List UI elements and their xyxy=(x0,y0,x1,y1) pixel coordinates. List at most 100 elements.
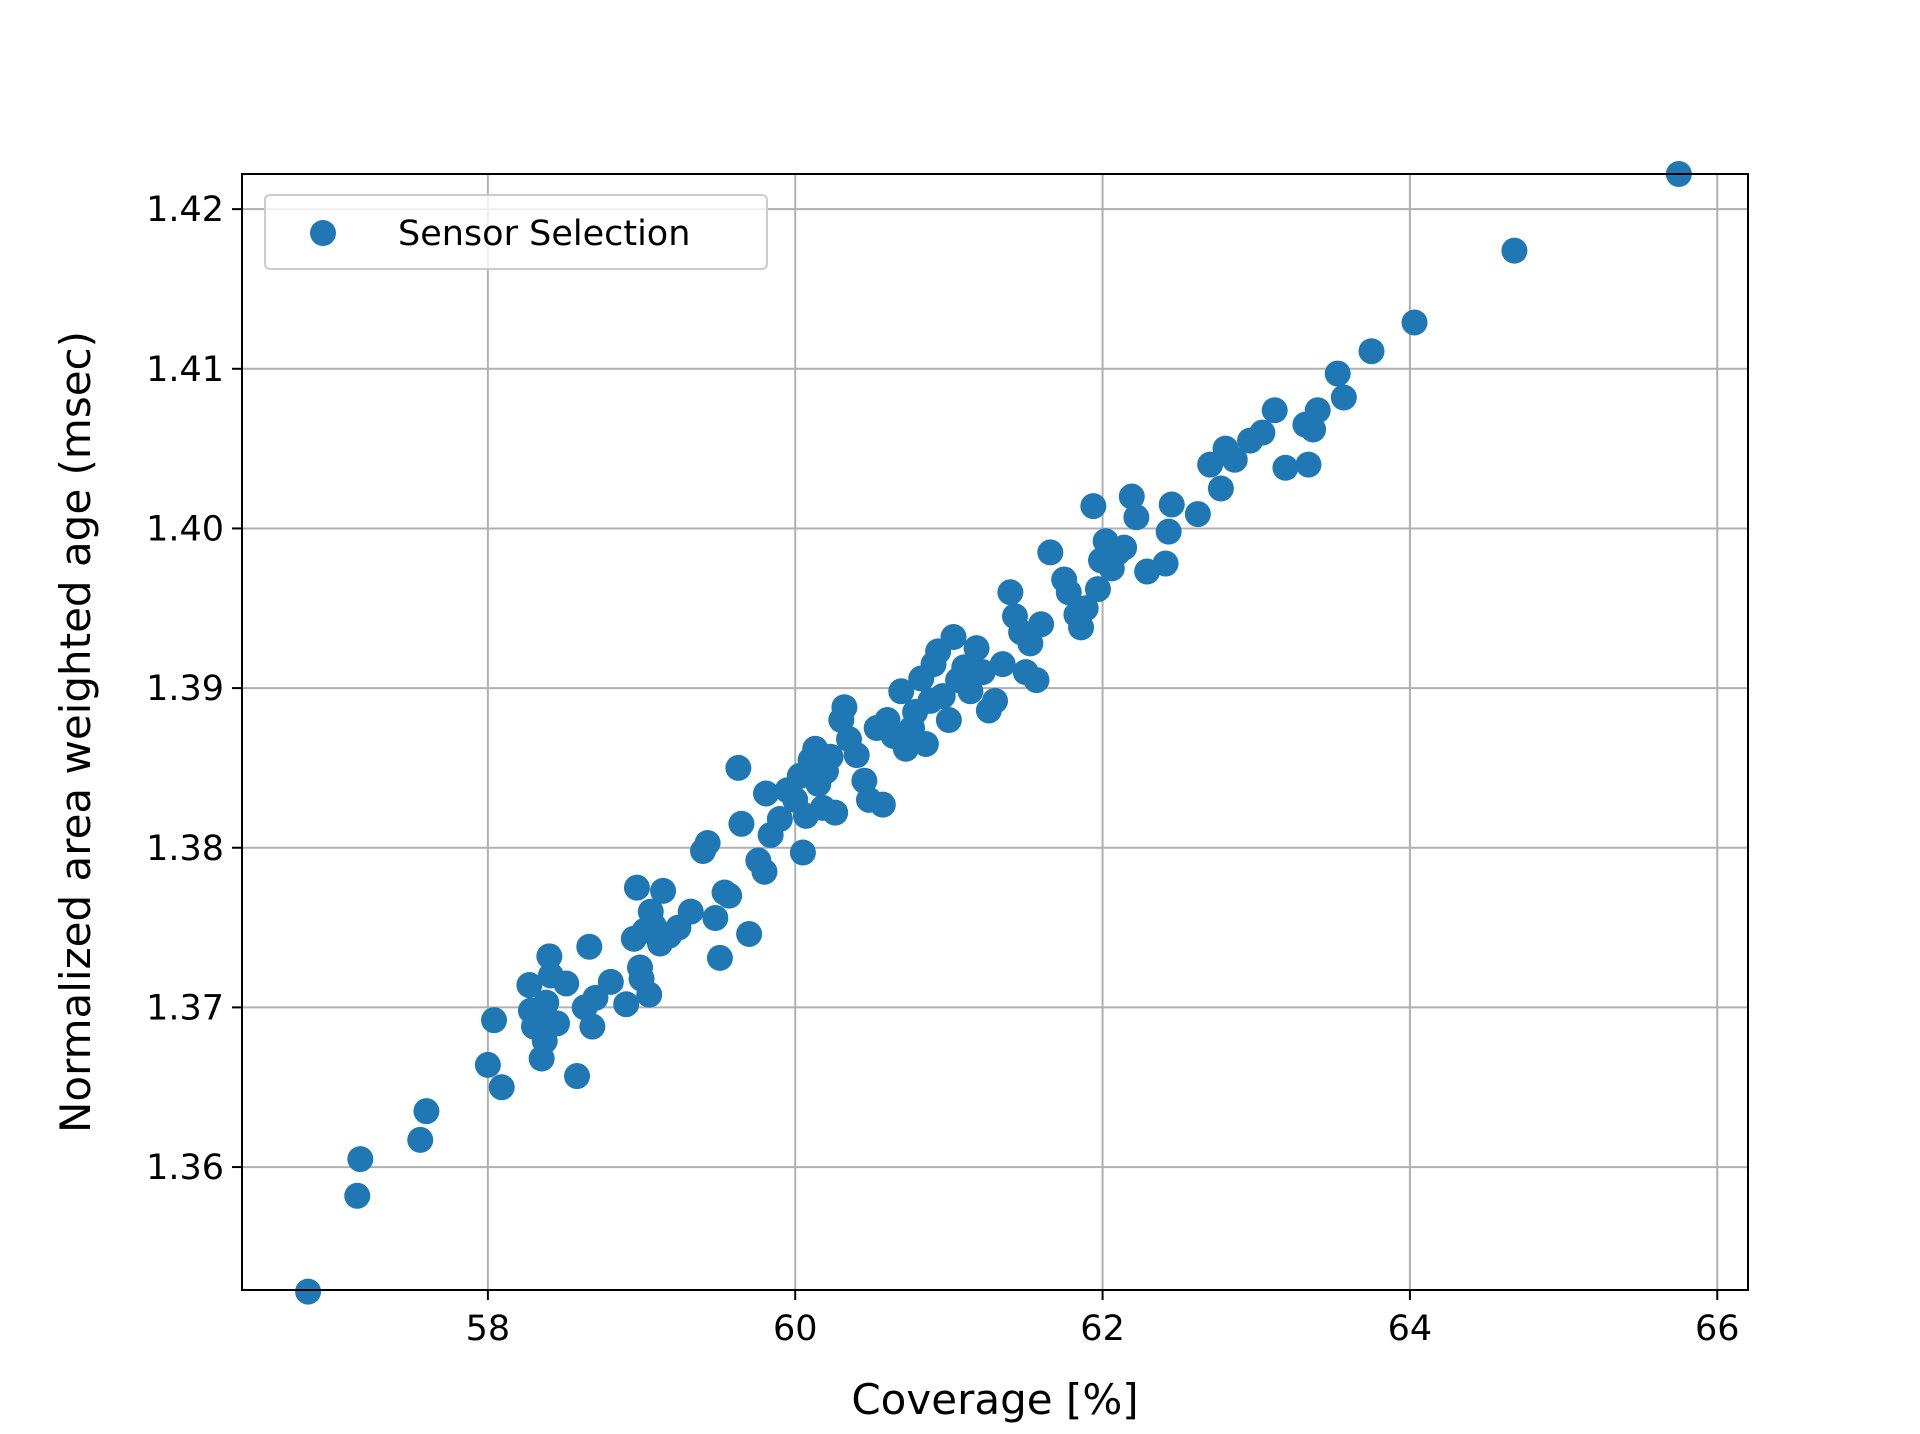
y-tick-label: 1.39 xyxy=(146,669,224,709)
data-point xyxy=(869,791,896,818)
data-points xyxy=(295,161,1692,1305)
data-point xyxy=(1401,309,1428,336)
data-point xyxy=(725,754,752,781)
x-tick-label: 64 xyxy=(1388,1309,1433,1349)
data-point xyxy=(407,1126,434,1153)
legend-marker xyxy=(310,220,336,246)
data-point xyxy=(613,991,640,1018)
data-point xyxy=(1111,534,1138,561)
data-point xyxy=(1184,501,1211,528)
data-point xyxy=(892,735,919,762)
x-tick-label: 62 xyxy=(1080,1309,1125,1349)
data-point xyxy=(751,858,778,885)
y-tick-label: 1.40 xyxy=(146,509,224,549)
data-point xyxy=(474,1051,501,1078)
data-point xyxy=(295,1278,322,1305)
data-point xyxy=(822,799,849,826)
data-point xyxy=(789,839,816,866)
data-point xyxy=(1221,446,1248,473)
data-point xyxy=(1501,237,1528,264)
data-point xyxy=(533,989,560,1016)
tick-labels: 58 60 62 64 66 1.36 1.37 1.38 1.39 1.40 1.41 1.42 xyxy=(146,190,1739,1349)
data-point xyxy=(553,970,580,997)
data-point xyxy=(753,780,780,807)
data-point xyxy=(997,579,1024,606)
plot-frame xyxy=(241,173,1749,1291)
data-point xyxy=(576,933,603,960)
y-tick-label: 1.36 xyxy=(146,1148,224,1188)
data-point xyxy=(935,707,962,734)
data-point xyxy=(736,920,763,947)
data-point xyxy=(1055,579,1082,606)
data-point xyxy=(716,882,743,909)
data-point xyxy=(1028,611,1055,638)
data-point xyxy=(989,651,1016,678)
data-point xyxy=(843,742,870,769)
axis-ticks xyxy=(232,208,1719,1300)
y-tick-label: 1.37 xyxy=(146,988,224,1028)
data-point xyxy=(677,898,704,925)
data-point xyxy=(636,981,663,1008)
x-axis-label: Coverage [%] xyxy=(851,1375,1138,1424)
data-point xyxy=(982,687,1008,714)
data-point xyxy=(1123,504,1150,531)
data-point xyxy=(694,829,721,856)
x-tick-label: 66 xyxy=(1695,1309,1740,1349)
grid-lines xyxy=(242,174,1748,1290)
data-point xyxy=(481,1007,508,1034)
data-point xyxy=(912,730,939,757)
data-point xyxy=(1272,454,1299,481)
data-point xyxy=(817,743,844,770)
data-point xyxy=(1158,491,1185,518)
data-point xyxy=(1084,576,1111,603)
data-point xyxy=(1037,539,1064,566)
data-point xyxy=(344,1182,371,1209)
data-point xyxy=(940,624,967,651)
legend-label: Sensor Selection xyxy=(398,214,690,254)
data-point xyxy=(706,944,733,971)
y-tick-label: 1.42 xyxy=(146,190,224,230)
data-point xyxy=(623,874,650,901)
data-point xyxy=(1358,338,1385,365)
y-axis-label: Normalized area weighted age (msec) xyxy=(51,331,100,1133)
data-point xyxy=(831,694,858,721)
data-point xyxy=(650,877,677,904)
data-point xyxy=(957,678,984,705)
data-point xyxy=(888,678,915,705)
data-point xyxy=(544,1010,571,1037)
data-point xyxy=(1261,397,1288,424)
data-point xyxy=(488,1074,515,1101)
data-point xyxy=(347,1146,374,1173)
data-point xyxy=(1324,360,1351,387)
data-point xyxy=(516,972,543,999)
data-point xyxy=(597,968,624,995)
data-point xyxy=(1023,667,1050,694)
legend: Sensor Selection xyxy=(264,194,768,270)
y-tick-label: 1.41 xyxy=(146,350,224,390)
y-tick-label: 1.38 xyxy=(146,829,224,869)
data-point xyxy=(1118,483,1145,510)
data-point xyxy=(1330,384,1357,411)
data-point xyxy=(1017,630,1044,657)
data-point xyxy=(1304,397,1331,424)
data-point xyxy=(728,810,755,837)
data-point xyxy=(1072,595,1099,622)
x-tick-label: 60 xyxy=(773,1309,818,1349)
data-point xyxy=(413,1098,440,1125)
data-point xyxy=(1155,518,1182,545)
legend-box xyxy=(264,194,768,270)
data-point xyxy=(1249,419,1276,446)
data-point xyxy=(702,905,729,931)
data-point xyxy=(1080,493,1107,520)
data-point xyxy=(1152,550,1179,577)
x-tick-label: 58 xyxy=(466,1309,511,1349)
data-point xyxy=(564,1063,591,1090)
data-point xyxy=(1207,475,1234,502)
data-point xyxy=(766,806,793,833)
data-point xyxy=(1295,451,1322,478)
data-point xyxy=(963,635,990,662)
data-point xyxy=(579,1013,606,1040)
data-point xyxy=(536,943,563,970)
